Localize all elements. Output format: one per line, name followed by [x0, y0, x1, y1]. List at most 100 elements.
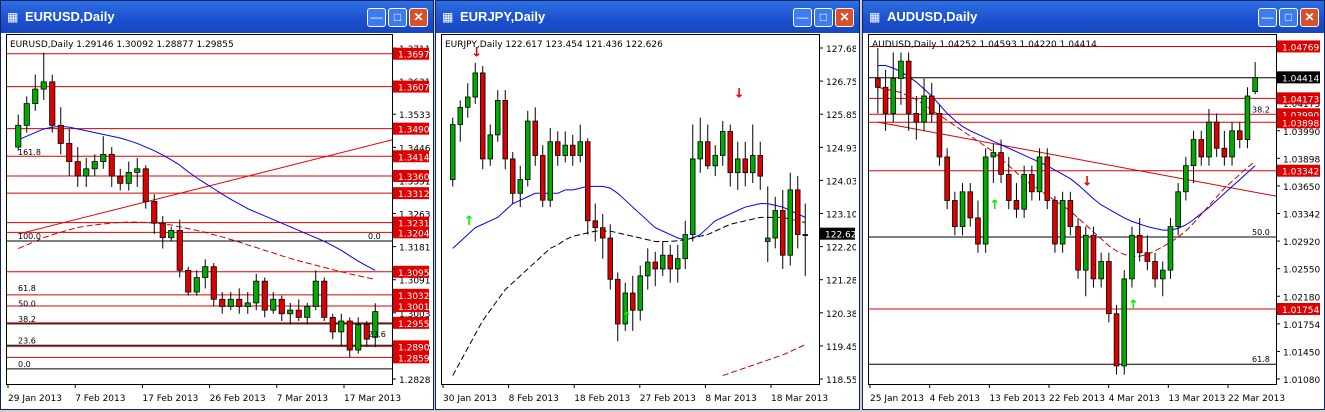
date-axis-label: 4 Feb 2013: [930, 394, 980, 404]
candle-body: [660, 254, 666, 270]
maximize-button[interactable]: □: [1279, 8, 1298, 27]
candle-body: [585, 141, 591, 222]
candle-body: [287, 309, 294, 315]
price-axis-label: 1.30035: [399, 310, 430, 320]
maximize-button[interactable]: □: [388, 8, 407, 27]
fib-level-label: 38.2: [1252, 105, 1270, 114]
candle-body: [532, 120, 538, 156]
candle-body: [32, 88, 39, 105]
candle-body: [363, 324, 370, 340]
candle-body: [1244, 95, 1251, 140]
price-axis-label: 124.930: [826, 144, 856, 154]
price-level-tag: [393, 150, 429, 163]
candle-body: [757, 155, 763, 177]
candle-body: [185, 269, 192, 293]
candle-body: [577, 141, 583, 156]
candle-body: [1206, 121, 1212, 158]
price-level-label: 1.36070: [398, 84, 430, 94]
chart-window-icon: ▦: [869, 10, 881, 24]
close-button[interactable]: ✕: [1300, 8, 1319, 27]
candle-body: [480, 72, 486, 160]
candle-body: [202, 266, 209, 278]
candle-body: [1183, 165, 1189, 193]
minimize-button[interactable]: —: [793, 8, 812, 27]
price-level-tag: [1277, 302, 1320, 315]
candle-body: [1021, 173, 1027, 210]
chart-plot-area[interactable]: 127.680 126.755 125.855 124.930 124.030 123.1…: [441, 34, 863, 412]
symbol-info-line: EURUSD,Daily 1.29146 1.30092 1.28877 1.2…: [10, 40, 234, 50]
price-level-tag: [393, 187, 429, 200]
candle-body: [134, 168, 141, 173]
candle-body: [1052, 200, 1058, 245]
window-titlebar[interactable]: ▦ AUDUSD,Daily — □ ✕: [863, 1, 1324, 33]
price-level-label: 1.30015: [398, 303, 430, 313]
price-level-label: 1.04173: [1282, 95, 1319, 105]
price-axis-label: 1.31810: [399, 244, 430, 254]
candle-body: [176, 230, 183, 271]
candle-body: [278, 298, 285, 315]
price-axis-label: 126.755: [826, 78, 856, 88]
moving-average-slow: [18, 221, 376, 280]
candle-body: [1175, 191, 1181, 228]
minimize-button[interactable]: —: [367, 8, 386, 27]
close-button[interactable]: ✕: [835, 8, 854, 27]
price-level-label: 1.30959: [398, 269, 430, 279]
candle-body: [667, 254, 673, 270]
chart-window-audusd[interactable]: ▦ AUDUSD,Daily — □ ✕ 1.04769 1.04414 1.041…: [862, 0, 1325, 410]
chart-plot-area[interactable]: 1.047691.044141.041731.039901.038981.036…: [868, 34, 1321, 412]
price-axis-label: 1.30910: [399, 277, 430, 287]
candle-body: [998, 152, 1004, 175]
candle-body: [615, 278, 621, 325]
candle-body: [151, 201, 158, 224]
candle-body: [125, 172, 132, 184]
price-axis-label: 1.32635: [399, 211, 430, 221]
price-axis-label: 1.01450: [1283, 348, 1320, 358]
chart-window-icon: ▦: [442, 10, 454, 24]
chart-svg: 1.371101.363101.353351.344601.335101.326…: [6, 34, 436, 404]
candle-body: [1121, 278, 1128, 367]
date-axis-label: 7 Feb 2013: [75, 394, 125, 404]
candle-body: [622, 292, 628, 325]
date-axis-label: 17 Feb 2013: [142, 394, 198, 404]
minimize-button[interactable]: —: [1258, 8, 1277, 27]
chart-plot-area[interactable]: 1.371101.363101.353351.344601.335101.326…: [6, 34, 436, 412]
candle-body: [57, 124, 64, 144]
window-titlebar[interactable]: ▦ EURJPY,Daily — □ ✕: [436, 1, 859, 33]
price-level-tag: [393, 47, 429, 60]
buy-arrow-icon: ↑: [1128, 298, 1139, 313]
fib-level-label: 61.8: [18, 284, 36, 293]
candle-body: [261, 280, 268, 311]
candle-body: [652, 261, 658, 270]
price-level-label: 122.626: [825, 231, 856, 241]
candle-body: [1113, 313, 1120, 367]
candle-body: [742, 158, 748, 174]
price-axis-label: 1.35335: [399, 111, 430, 121]
candle-body: [921, 95, 927, 123]
fib-level-label: 0.0: [368, 232, 381, 241]
candle-body: [882, 86, 889, 114]
date-axis-label: 27 Feb 2013: [640, 394, 696, 404]
maximize-button[interactable]: □: [814, 8, 833, 27]
candle-body: [1198, 139, 1205, 158]
window-titlebar[interactable]: ▦ EURUSD,Daily — □ ✕: [1, 1, 433, 33]
candle-body: [236, 298, 243, 307]
date-axis-label: 22 Mar 2013: [1228, 394, 1285, 404]
candle-body: [990, 152, 997, 158]
date-axis-label: 30 Jan 2013: [443, 394, 497, 404]
candle-body: [49, 81, 56, 126]
candle-body: [898, 60, 904, 79]
candle-body: [219, 298, 226, 307]
candle-body: [1252, 77, 1258, 93]
symbol-info-line: AUDUSD,Daily 1.04252 1.04593 1.04220 1.0…: [872, 40, 1097, 50]
fib-level-label: 50.0: [1252, 228, 1270, 237]
fib-level-label: 38.2: [18, 315, 36, 324]
price-level-tag: [393, 351, 429, 364]
close-button[interactable]: ✕: [409, 8, 428, 27]
price-level-label: 1.04769: [1282, 43, 1319, 53]
chart-window-eurusd[interactable]: ▦ EURUSD,Daily — □ ✕ 1.371101.363101.353…: [0, 0, 436, 412]
plot-frame: [6, 34, 393, 385]
chart-window-icon: ▦: [7, 10, 19, 24]
candle-body: [1067, 200, 1074, 228]
chart-window-eurjpy[interactable]: ▦ EURJPY,Daily — □ ✕ 127.680 126.755 125.8…: [435, 0, 863, 412]
